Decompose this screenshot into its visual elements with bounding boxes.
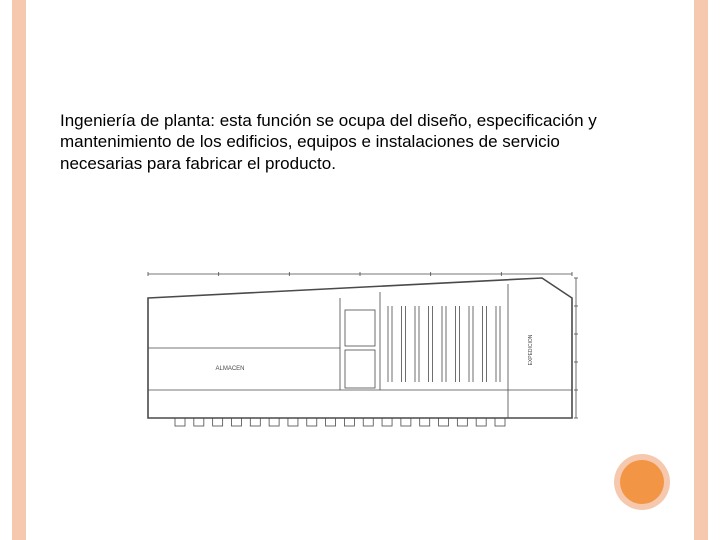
accent-circle-icon xyxy=(614,454,670,510)
svg-text:EXPEDICION: EXPEDICION xyxy=(528,334,534,365)
slide-frame: Ingeniería de planta: esta función se oc… xyxy=(0,0,720,540)
slide-border-left xyxy=(12,0,26,540)
slide-border-right xyxy=(694,0,708,540)
svg-text:ALMACEN: ALMACEN xyxy=(215,366,244,372)
floorplan-diagram: ALMACEN EXPEDICION xyxy=(140,270,580,440)
accent-circle-inner xyxy=(620,460,664,504)
slide-body-text: Ingeniería de planta: esta función se oc… xyxy=(60,110,620,174)
